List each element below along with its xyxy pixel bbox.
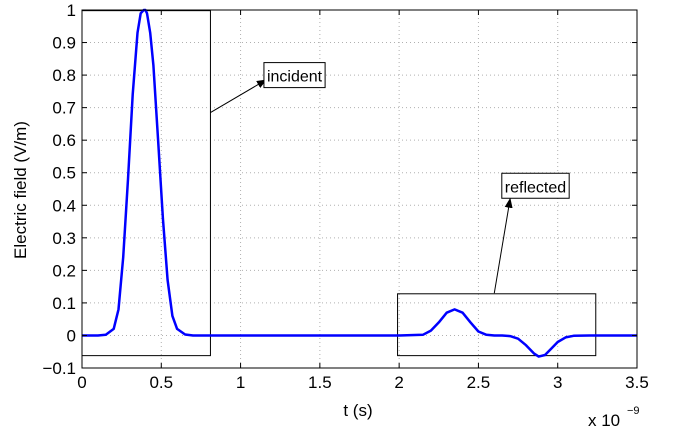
x-tick-label: 3 — [553, 373, 562, 392]
x-tick-label: 0 — [77, 373, 86, 392]
x-axis-label: t (s) — [343, 401, 372, 420]
plot-frame — [81, 9, 638, 369]
annotation-arrow — [210, 79, 267, 113]
y-tick-label: 0.9 — [52, 34, 76, 53]
x-tick-label: 2.5 — [467, 373, 491, 392]
annotation-label: reflected — [505, 179, 566, 196]
y-tick-label: 0 — [67, 326, 76, 345]
annotation-label: incident — [267, 69, 323, 86]
y-tick-label: 0.3 — [52, 229, 76, 248]
series-group — [82, 8, 637, 358]
x-tick-label: 0.5 — [149, 373, 173, 392]
y-tick-label: 0.6 — [52, 131, 76, 150]
x-tick-label: 1.5 — [308, 373, 332, 392]
series-line — [82, 8, 637, 358]
y-tick-label: 0.1 — [52, 294, 76, 313]
y-tick-label: 1 — [67, 1, 76, 20]
y-tick-label: 0.8 — [52, 66, 76, 85]
x-tick-label: 1 — [236, 373, 245, 392]
y-tick-label: 0.4 — [52, 196, 76, 215]
annotations: incident reflected — [210, 62, 570, 294]
annotation-box — [263, 62, 326, 89]
y-tick-label: 0.2 — [52, 261, 76, 280]
highlight-box — [397, 293, 597, 357]
annotation-arrow — [493, 197, 513, 294]
y-tick-label: −0.1 — [42, 359, 76, 378]
x-tick-label: 2 — [394, 373, 403, 392]
y-axis-label: Electric field (V/m) — [11, 121, 30, 259]
ticks: 0 0.5 1 1.5 2 2.5 3 3.5−0.100.10.20.30.40.50.60… — [42, 1, 648, 392]
x-tick-label: 3.5 — [625, 373, 649, 392]
x-exponent-power: −9 — [627, 405, 640, 417]
y-tick-label: 0.7 — [52, 99, 76, 118]
y-tick-label: 0.5 — [52, 164, 76, 183]
annotation-box — [501, 172, 570, 199]
x-exponent-label: x 10 — [588, 411, 620, 430]
grid — [82, 10, 637, 368]
